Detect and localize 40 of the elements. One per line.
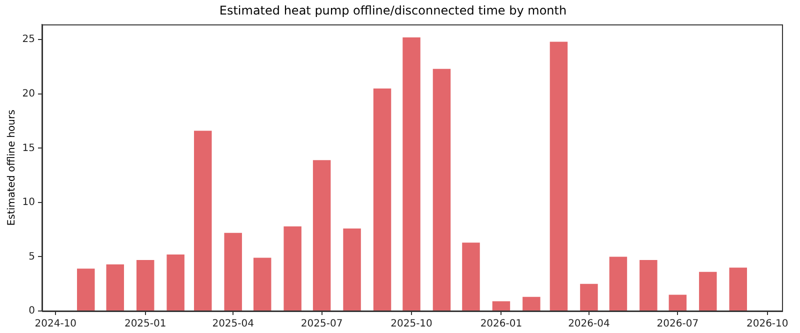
bar [432,68,451,310]
x-tick-label: 2024-10 [34,318,77,330]
bar [312,160,331,310]
bar [580,284,598,310]
y-tick-label: 0 [28,306,35,317]
chart-title: Estimated heat pump offline/disconnected time by month [219,3,567,18]
bar [373,88,392,310]
bar [166,254,184,310]
x-tick-label: 2026-07 [656,318,699,330]
bar [462,242,480,310]
bar [699,272,717,310]
x-tick-label: 2026-01 [480,318,522,330]
bar [609,256,628,310]
bar [492,301,510,310]
y-axis-title: Estimated offline hours [6,110,18,226]
bar [194,130,212,310]
x-tick-label: 2025-10 [390,318,432,330]
bar [729,268,747,310]
y-tick-label: 10 [22,197,35,208]
bar [106,264,124,310]
x-tick-label: 2026-10 [746,318,788,330]
bar [136,260,154,310]
x-tick-label: 2025-04 [212,318,254,330]
x-tick-label: 2025-07 [300,318,343,330]
bar [224,232,242,310]
bar [640,260,658,310]
bar [668,294,687,310]
bar [343,228,361,310]
y-tick-label: 15 [22,142,35,154]
y-tick-label: 25 [22,34,35,46]
bar [77,268,95,310]
y-tick-label: 5 [28,251,35,262]
bar [284,226,302,310]
x-tick-label: 2025-01 [124,318,166,330]
y-tick-label: 20 [22,88,35,100]
bar [522,296,540,310]
bar [550,42,568,310]
bar [402,37,420,310]
bar [253,258,272,310]
x-tick-label: 2026-04 [568,318,610,330]
